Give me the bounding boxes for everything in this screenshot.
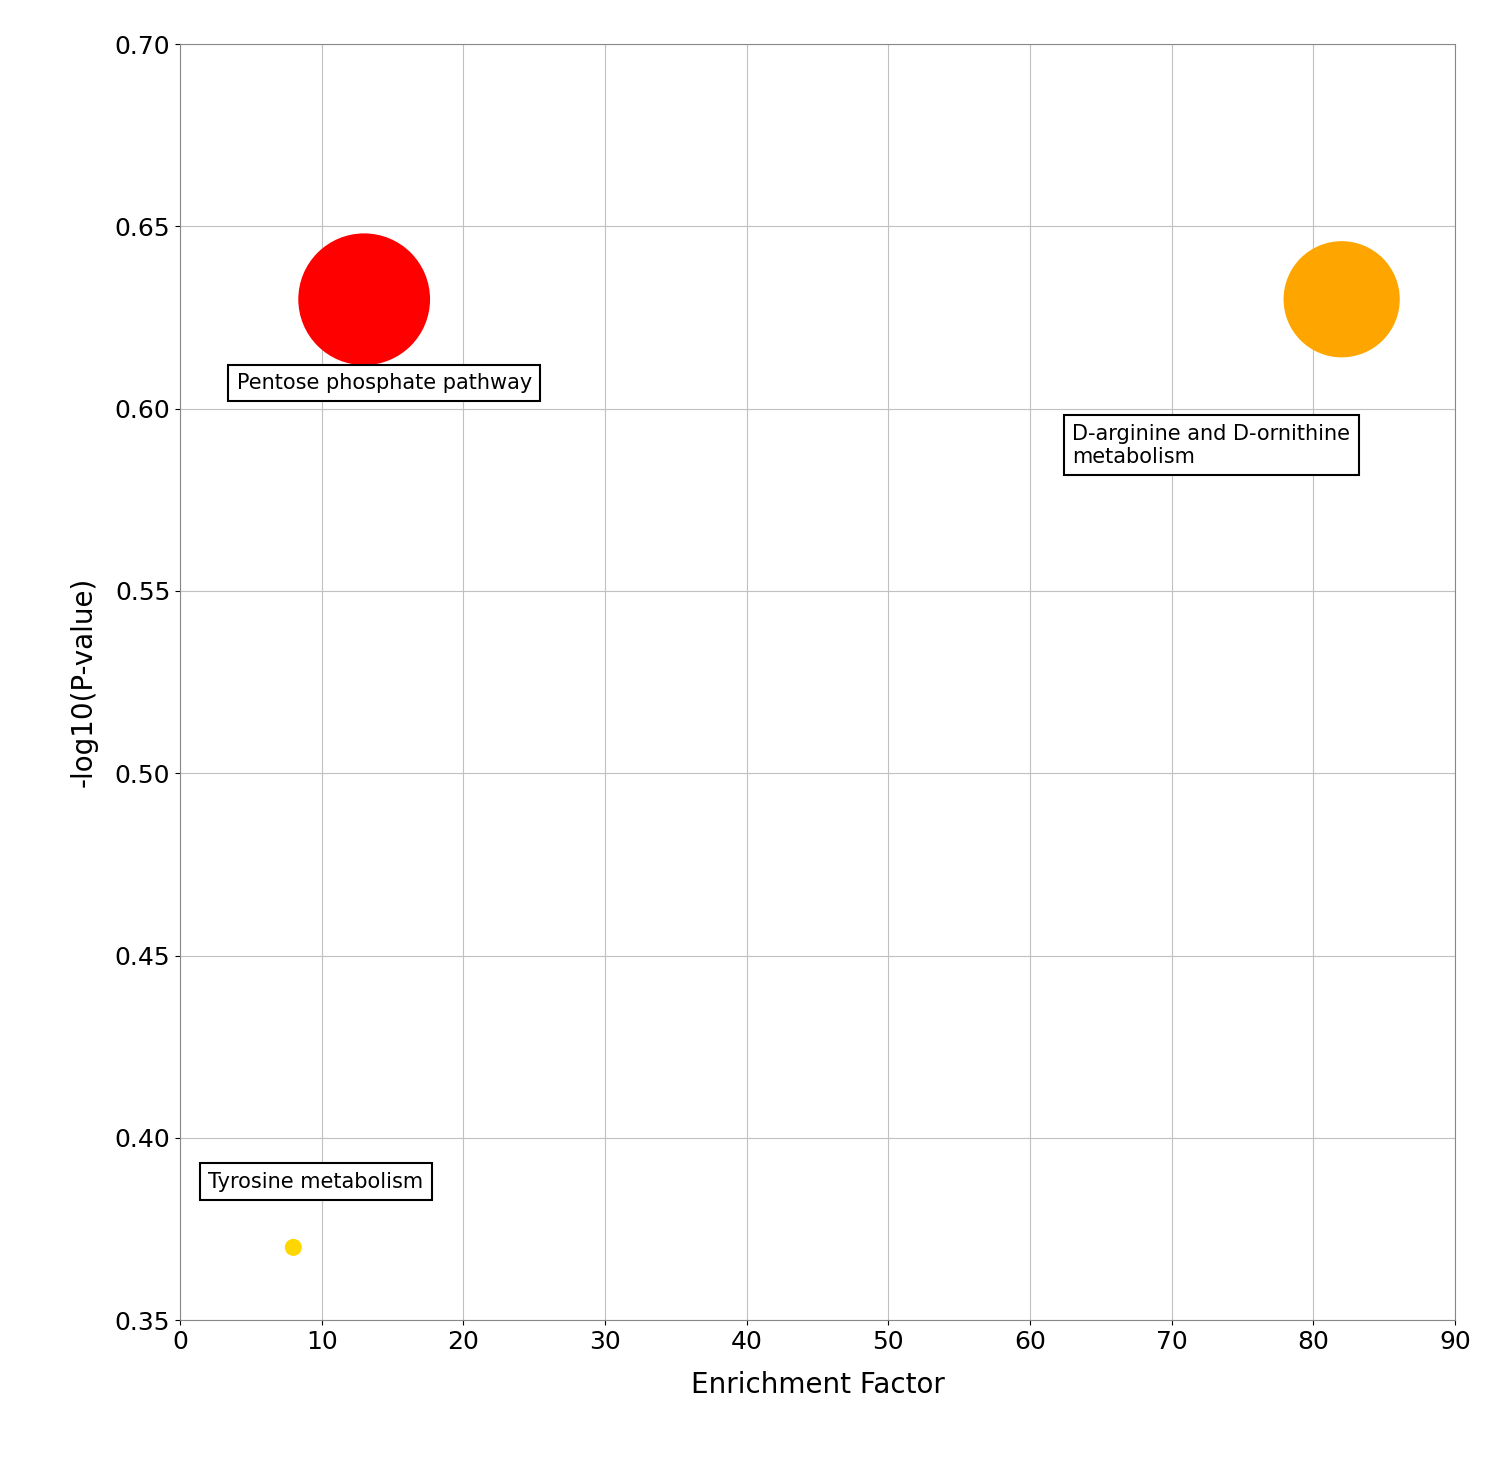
Text: D-arginine and D-ornithine
metabolism: D-arginine and D-ornithine metabolism [1072, 424, 1350, 467]
Point [1329, 288, 1353, 311]
Point [282, 1235, 306, 1259]
Point [352, 288, 376, 311]
Y-axis label: -log10(P-value): -log10(P-value) [70, 577, 98, 788]
X-axis label: Enrichment Factor: Enrichment Factor [690, 1370, 945, 1398]
Text: Pentose phosphate pathway: Pentose phosphate pathway [237, 373, 532, 393]
Text: Tyrosine metabolism: Tyrosine metabolism [209, 1172, 423, 1191]
